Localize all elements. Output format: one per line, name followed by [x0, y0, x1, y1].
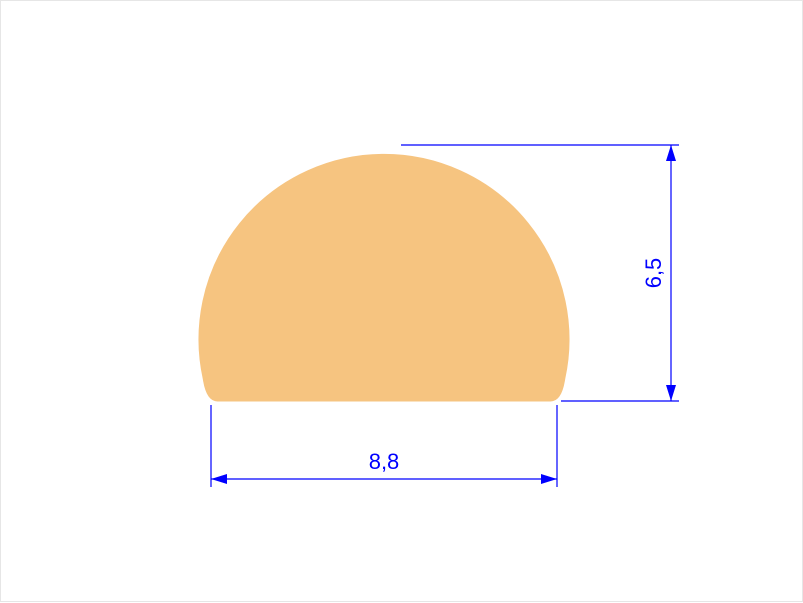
dim-width-label: 8,8 [369, 449, 400, 474]
profile-shape [199, 154, 569, 401]
drawing-canvas: 8,8 6,5 [0, 0, 803, 602]
technical-drawing-svg: 8,8 6,5 [1, 1, 803, 603]
dim-height-label: 6,5 [641, 258, 666, 289]
